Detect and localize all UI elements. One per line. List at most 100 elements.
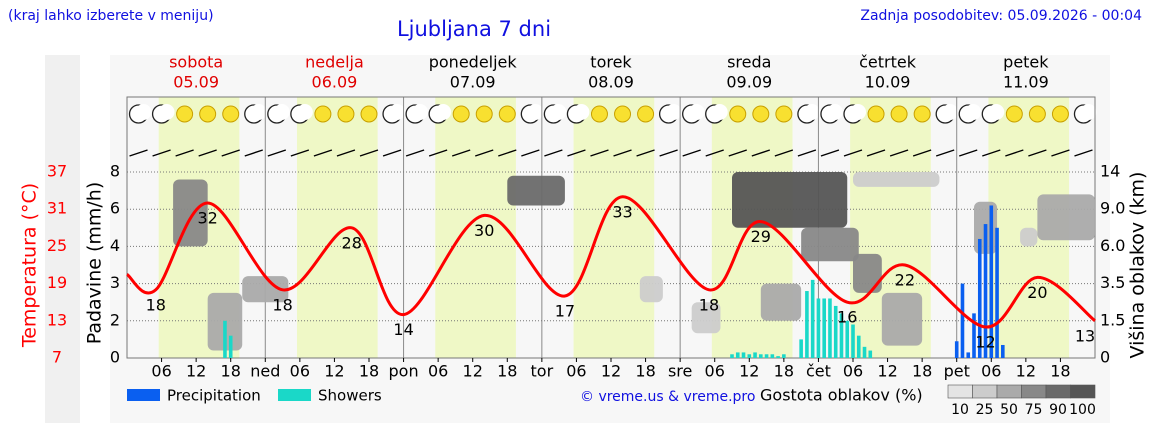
cloud-legend-label: 90: [1049, 402, 1067, 418]
day-date: 10.09: [865, 73, 911, 92]
x-tick-label: 18: [359, 362, 379, 381]
credit: © vreme.us & vreme.pro: [580, 389, 755, 405]
day-name: torek: [590, 53, 632, 72]
bar: [764, 354, 769, 358]
wind-barb: [313, 149, 333, 157]
cloud-cell: [853, 253, 882, 293]
x-tick-label: čet: [806, 362, 831, 381]
cloud-legend-swatch: [1045, 384, 1071, 399]
bar: [223, 320, 227, 358]
cloud-legend-label: 75: [1025, 402, 1043, 418]
wind-barb: [659, 149, 678, 157]
sun-icon: [176, 105, 194, 123]
cloud-legend-label: 10: [951, 402, 969, 418]
cloud-cell: [853, 172, 940, 187]
bar: [810, 279, 815, 358]
legend-label: Showers: [318, 387, 382, 405]
wind-barb: [175, 149, 194, 157]
sun-icon: [475, 105, 493, 123]
moon-mask: [988, 104, 1005, 120]
bar: [983, 224, 988, 358]
x-tick-label: 18: [497, 362, 517, 381]
x-tick-label: tor: [531, 362, 554, 381]
sun-icon: [199, 105, 217, 123]
bar: [228, 335, 233, 358]
wind-barb: [982, 149, 1001, 157]
wind-barb: [521, 149, 540, 157]
bar: [770, 354, 775, 358]
x-tick-label: 18: [1050, 362, 1070, 381]
x-tick-label: sre: [668, 362, 692, 381]
bar: [730, 354, 734, 358]
x-tick-label: 18: [774, 362, 794, 381]
day-name: nedelja: [305, 53, 364, 72]
bar: [856, 335, 861, 358]
cloud-cell: [242, 276, 289, 303]
t-tick-label: 37: [47, 162, 67, 181]
sun-icon: [614, 105, 632, 123]
y2-tick-label: 14: [1100, 162, 1120, 181]
y-tick-label: 8: [110, 162, 120, 181]
bar: [862, 346, 867, 358]
moon-mask: [435, 104, 452, 120]
wind-barb: [820, 149, 840, 157]
moon-mask: [803, 104, 820, 120]
cloud-cell: [881, 292, 923, 346]
bar: [1001, 344, 1005, 358]
wind-barb: [613, 149, 632, 157]
title: Ljubljana 7 dni: [397, 17, 551, 41]
cloud-legend-swatch: [972, 384, 998, 399]
day-date: 05.09: [173, 73, 219, 92]
x-tick-label: 06: [843, 362, 863, 381]
temperature-label: 18: [699, 295, 719, 314]
legend-swatch: [127, 389, 160, 401]
wind-barb: [428, 149, 448, 157]
bar: [735, 352, 740, 358]
wind-barb: [544, 149, 563, 157]
moon-mask: [965, 104, 982, 120]
day-name: sobota: [169, 53, 223, 72]
bar: [954, 341, 959, 358]
cloud-cell: [732, 172, 848, 228]
x-tick-label: 18: [912, 362, 932, 381]
t-tick-label: 7: [52, 348, 62, 367]
x-tick-label: pet: [944, 362, 970, 381]
day-name: petek: [1003, 53, 1049, 72]
bar: [747, 354, 752, 358]
y-axis-label: Padavine (mm/h): [84, 182, 106, 345]
cloud-cell: [1020, 227, 1038, 247]
moon-mask: [273, 104, 290, 120]
moon-mask: [250, 104, 267, 120]
temperature-label: 16: [837, 308, 857, 327]
t-tick-label: 25: [47, 236, 67, 255]
wind-barb: [336, 149, 356, 157]
cloud-cell: [760, 283, 802, 321]
wind-barb: [405, 149, 425, 157]
y-tick-label: 6: [110, 199, 120, 218]
day-date: 11.09: [1003, 73, 1049, 92]
t-tick-label: 13: [47, 310, 67, 329]
cloud-cell: [801, 227, 859, 262]
cloud-cell: [691, 302, 721, 334]
temperature-label: 17: [555, 302, 575, 321]
note: (kraj lahko izberete v meniju): [8, 8, 214, 24]
x-tick-label: 12: [601, 362, 621, 381]
x-tick-label: 06: [290, 362, 310, 381]
y2-tick-label: 9.0: [1100, 199, 1125, 218]
moon-mask: [412, 104, 429, 120]
wind-barb: [935, 149, 955, 157]
wind-barb: [475, 149, 494, 157]
y2-tick-label: 0: [1100, 348, 1110, 367]
x-tick-label: ned: [250, 362, 280, 381]
sun-icon: [337, 105, 355, 123]
legend-label: Precipitation: [167, 387, 261, 405]
day-date: 09.09: [726, 73, 772, 92]
temperature-label: 22: [895, 271, 915, 290]
wind-barb: [1051, 149, 1070, 157]
moon-mask: [527, 104, 544, 120]
x-tick-label: 12: [739, 362, 759, 381]
wind-barb: [129, 149, 148, 157]
x-tick-label: 06: [981, 362, 1001, 381]
y2-tick-label: 1.5: [1100, 310, 1125, 329]
wind-barb: [866, 149, 886, 157]
